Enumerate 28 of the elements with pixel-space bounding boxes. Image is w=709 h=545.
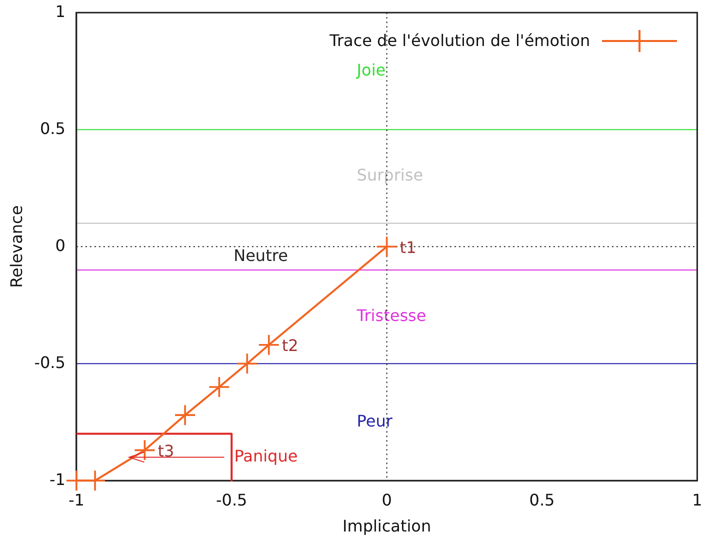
point xyxy=(236,352,258,374)
annotation: t3 xyxy=(158,441,174,460)
y-tick-label: 1 xyxy=(55,2,66,21)
annotation: Panique xyxy=(234,446,298,466)
point xyxy=(208,376,230,398)
x-tick-label: 0 xyxy=(382,490,392,510)
x-tick-label: 0.5 xyxy=(529,490,555,510)
point xyxy=(66,470,88,492)
x-tick-label: -1 xyxy=(68,490,84,510)
x-axis-title: Implication xyxy=(342,516,432,536)
y-tick-label: 0 xyxy=(55,236,66,255)
y-axis-title: Relevance xyxy=(6,205,26,288)
ref-line-label: Peur xyxy=(356,411,393,430)
ref-line-label: Tristesse xyxy=(356,306,426,325)
point xyxy=(84,470,106,492)
legend-label: Trace de l'évolution de l'émotion xyxy=(330,31,590,50)
point xyxy=(174,404,196,426)
ref-line-label: Neutre xyxy=(234,246,288,265)
y-tick-label: -0.5 xyxy=(34,352,66,372)
y-tick-label: -1 xyxy=(49,470,66,489)
ref-line-label: Joie xyxy=(356,60,386,80)
annotation: t2 xyxy=(282,336,298,356)
annotation: t1 xyxy=(400,238,416,257)
y-tick-label: 0.5 xyxy=(40,118,66,138)
ref-line-label: Surprise xyxy=(356,166,424,185)
x-tick-label: 1 xyxy=(692,490,702,510)
x-tick-label: -0.5 xyxy=(216,490,248,510)
point xyxy=(258,334,280,356)
